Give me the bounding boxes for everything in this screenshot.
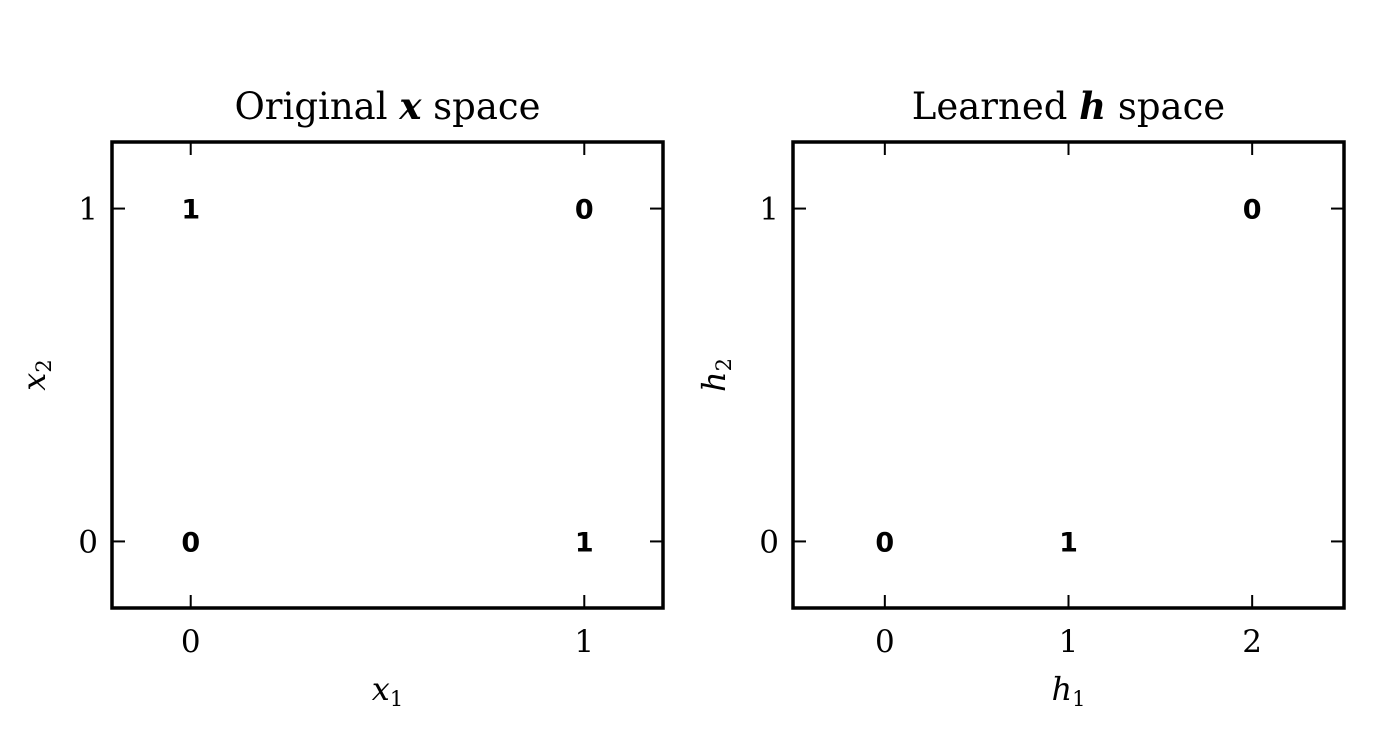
y-axis-label-base: h [695, 371, 733, 392]
data-point-label: 1 [1059, 527, 1078, 558]
data-point-label: 1 [181, 195, 200, 226]
chart-title-suffix: space [421, 85, 540, 128]
data-point-label: 0 [575, 195, 594, 226]
data-point-label: 0 [1243, 195, 1262, 226]
data-point-label: 0 [181, 527, 200, 558]
chart-title: Original x space [234, 84, 540, 128]
y-axis-label: h2 [695, 358, 736, 392]
y-tick-label: 0 [759, 524, 779, 560]
x-tick-label: 1 [574, 624, 594, 660]
chart-title-symbol: x [398, 84, 422, 128]
data-point-label: 0 [875, 527, 894, 558]
x-axis-label-base: x [372, 670, 390, 708]
x-axis-label-subscript: 1 [390, 687, 403, 711]
chart-title: Learned h space [912, 84, 1225, 128]
x-tick-label: 0 [181, 624, 201, 660]
data-point-label: 1 [575, 527, 594, 558]
x-tick-label: 1 [1059, 624, 1079, 660]
y-axis-label-base: x [15, 373, 53, 391]
y-axis-label-subscript: 2 [712, 358, 736, 371]
y-tick-label: 0 [78, 524, 98, 560]
x-tick-label: 2 [1242, 624, 1262, 660]
y-tick-label: 1 [759, 192, 779, 228]
plot-frame [110, 140, 665, 610]
x-axis-label-base: h [1052, 670, 1073, 708]
chart-title-symbol: h [1079, 84, 1106, 128]
x-axis-label: x1 [372, 670, 403, 711]
y-axis-label-subscript: 2 [32, 359, 56, 372]
x-axis-label-subscript: 1 [1072, 687, 1085, 711]
chart-title-suffix: space [1106, 85, 1225, 128]
y-axis-label: x2 [15, 359, 56, 390]
y-tick-label: 1 [78, 192, 98, 228]
chart-title-text: Original [234, 85, 399, 128]
x-axis-label: h1 [1052, 670, 1086, 711]
x-tick-label: 0 [875, 624, 895, 660]
chart-title-text: Learned [912, 85, 1079, 128]
